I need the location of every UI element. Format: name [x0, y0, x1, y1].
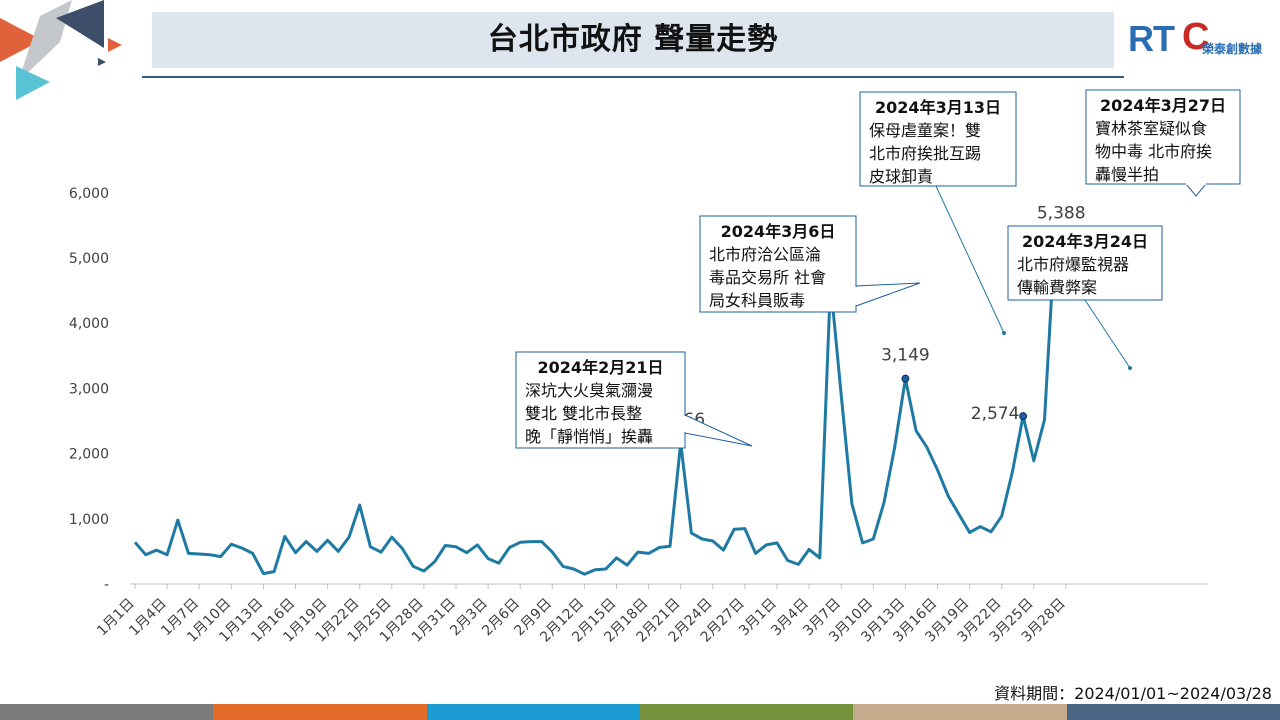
callout-leader-line — [1084, 299, 1131, 369]
callout-leader-line — [935, 185, 1005, 334]
callout-leader-tip — [1128, 366, 1132, 370]
annotation-title: 2024年2月21日 — [538, 358, 664, 377]
data-period-note: 資料期間：2024/01/01~2024/03/28 — [994, 684, 1272, 703]
annotation-text: 皮球卸責 — [869, 167, 933, 186]
annotation-text: 北市府爆監視器 — [1017, 255, 1129, 274]
footer-color-segment — [639, 704, 854, 720]
annotation-title: 2024年3月6日 — [721, 222, 836, 241]
deco-triangle-navy — [56, 0, 104, 48]
footer-color-bar — [0, 704, 1280, 720]
title-bar: 台北市政府 聲量走勢 — [152, 12, 1114, 68]
data-label: 3,149 — [881, 346, 930, 366]
annotation-text: 北市府洽公區淪 — [709, 245, 821, 264]
logo-subtitle: 榮泰創數據 — [1202, 42, 1263, 56]
footer-color-segment — [853, 704, 1067, 720]
annotation-title: 2024年3月27日 — [1100, 96, 1226, 115]
callout-pointer — [1184, 183, 1208, 197]
annotation-text: 毒品交易所 社會 — [709, 268, 826, 287]
footer-color-segment — [213, 704, 427, 720]
footer-color-segment — [426, 704, 640, 720]
deco-triangle-orange — [0, 18, 42, 62]
series-line — [133, 231, 1067, 576]
annotation-title: 2024年3月24日 — [1022, 232, 1148, 251]
annotation-text: 晚「靜悄悄」挨轟 — [525, 427, 653, 446]
callout-pointer — [855, 282, 921, 307]
deco-triangle-red — [108, 38, 122, 52]
y-tick-label: 4,000 — [69, 316, 109, 332]
annotation-box — [699, 215, 857, 313]
y-tick-label: - — [104, 577, 109, 593]
callout-pointer — [684, 414, 753, 447]
deco-triangle-gray — [18, 0, 72, 82]
corner-decoration — [0, 0, 122, 100]
annotation-box — [859, 91, 1017, 187]
logo-mark: RT — [1128, 18, 1175, 59]
y-tick-label: 6,000 — [69, 186, 109, 202]
page-title: 台北市政府 聲量走勢 — [487, 22, 779, 57]
annotation-title: 2024年3月13日 — [875, 98, 1001, 117]
brand-logo: RT C 榮泰創數據 — [1128, 14, 1278, 64]
deco-triangle-small — [98, 58, 106, 66]
footer-color-segment — [0, 704, 214, 720]
title-underline — [142, 76, 1124, 78]
footer-color-segment — [1066, 704, 1280, 720]
annotation-text: 雙北 雙北市長整 — [525, 404, 642, 423]
annotation-text: 寶林茶室疑似食 — [1095, 119, 1207, 138]
annotation-text: 北市府挨批互踢 — [869, 144, 981, 163]
annotation-text: 傳輸費弊案 — [1017, 278, 1097, 297]
annotation-text: 局女科員販毒 — [709, 291, 805, 310]
y-tick-label: 2,000 — [69, 447, 109, 463]
annotation-text: 深坑大火臭氣瀰漫 — [525, 381, 653, 400]
logo-mark-c: C — [1182, 16, 1210, 58]
y-tick-label: 3,000 — [69, 381, 109, 397]
data-label: 5,388 — [1037, 204, 1086, 224]
y-tick-label: 1,000 — [69, 512, 109, 528]
data-label: 2,574 — [971, 404, 1020, 424]
annotation-text: 保母虐童案！雙 — [869, 121, 981, 140]
deco-triangle-cyan — [16, 66, 50, 100]
data-point-marker — [901, 374, 910, 383]
annotation-box — [515, 351, 686, 449]
annotation-box — [1085, 89, 1241, 185]
annotation-box — [1007, 225, 1163, 301]
y-tick-label: 5,000 — [69, 251, 109, 267]
callout-leader-tip — [1002, 331, 1006, 335]
data-point-marker — [1019, 412, 1028, 421]
annotation-text: 物中毒 北市府挨 — [1095, 142, 1212, 161]
annotation-text: 轟慢半拍 — [1095, 165, 1159, 184]
